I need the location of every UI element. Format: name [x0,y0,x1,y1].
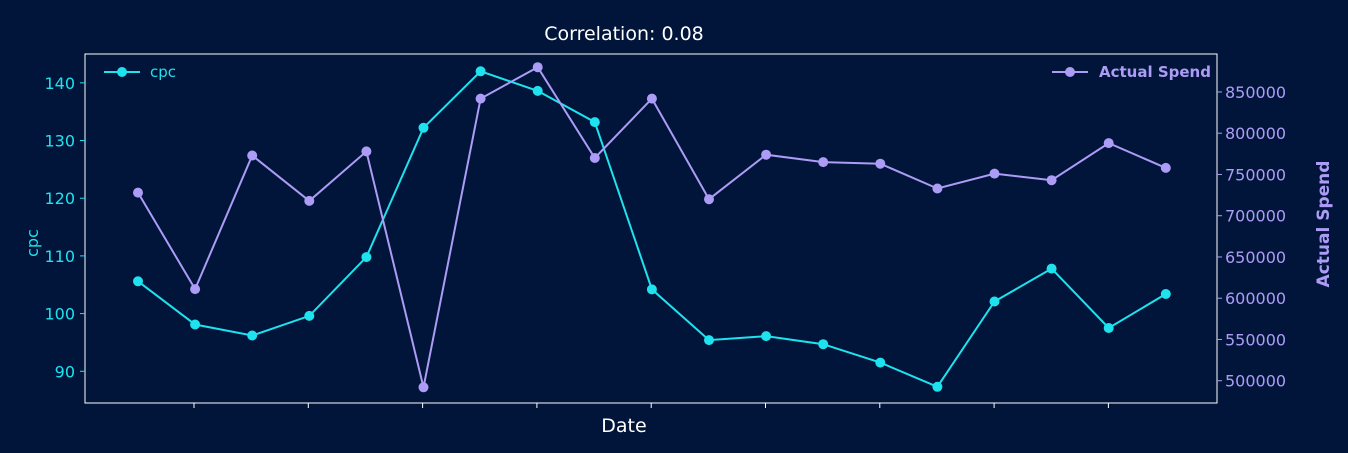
right-y-tick-label: 650000 [1225,248,1286,267]
left-y-axis-label: cpc [23,229,42,257]
left-y-tick-label: 90 [55,362,75,381]
right-y-tick-label: 550000 [1225,330,1286,349]
left-y-tick-label: 130 [44,132,75,151]
series-actual-spend-point [1103,138,1114,149]
legend-actual-spend-marker [1065,67,1075,77]
legend-cpc-marker [117,67,127,77]
right-y-tick-label: 850000 [1225,83,1286,102]
series-actual-spend-point [818,157,829,168]
left-y-tick-label: 140 [44,74,75,93]
right-y-tick-label: 500000 [1225,372,1286,391]
series-actual-spend-point [133,187,143,198]
left-y-axis: 90 100 110 120 130 140 [44,74,85,381]
series-actual-spend-point [932,183,943,194]
series-cpc-point [247,330,258,341]
series-cpc-point [875,357,886,368]
series-actual-spend-point [532,62,543,73]
series-cpc-point [989,296,1000,307]
series-cpc-line [137,70,1167,389]
series-actual-spend-point [247,150,258,161]
x-axis-ticks [193,403,1109,408]
series-actual-spend-point [704,194,714,205]
series-cpc-point [133,276,143,287]
series-actual-spend-point [361,146,372,157]
series-actual-spend-point [1160,162,1171,173]
series-actual-spend-point [875,158,886,169]
series-actual-spend-point [989,168,1000,179]
series-cpc-point [304,310,315,321]
legend-left: cpc [104,63,176,81]
series-actual-spend-point [589,153,600,163]
series-cpc-point [761,331,772,342]
legend-cpc-label: cpc [150,63,176,81]
series-layer [133,62,1171,393]
right-y-axis-label: Actual Spend [1314,161,1334,288]
series-cpc-point [932,381,943,392]
series-actual-spend-point [304,195,315,206]
series-actual-spend-point [475,93,486,104]
series-actual-spend-point [190,284,201,295]
legend-actual-spend-label: Actual Spend [1099,63,1211,81]
series-cpc-point [1103,323,1114,333]
right-y-tick-label: 750000 [1225,165,1286,184]
series-actual-spend-line [137,65,1167,388]
series-cpc-point [361,252,372,263]
left-y-tick-label: 110 [44,247,75,266]
x-axis-label: Date [601,415,646,437]
left-y-tick-label: 100 [44,305,75,324]
series-cpc-point [475,66,486,77]
series-actual-spend-point [646,93,657,104]
series-actual-spend-point [1046,175,1057,186]
series-cpc-point [646,284,657,295]
series-cpc-point [704,335,714,346]
series-cpc-point [818,339,829,350]
series-cpc-point [1160,289,1171,299]
series-cpc-point [532,85,543,96]
series-cpc-point [190,319,201,330]
series-cpc-point [418,122,429,133]
chart-title: Correlation: 0.08 [544,23,704,45]
series-actual-spend-point [418,382,429,393]
right-y-axis: 500000 550000 600000 650000 700000 750000 8000… [1217,83,1286,391]
right-y-tick-label: 800000 [1225,124,1286,143]
plot-frame [84,53,1218,404]
legend-right: Actual Spend [1052,63,1211,81]
series-cpc-point [589,117,600,128]
left-y-tick-label: 120 [44,189,75,208]
series-actual-spend-point [761,149,772,160]
right-y-tick-label: 700000 [1225,207,1286,226]
series-cpc-point [1046,263,1057,274]
right-y-tick-label: 600000 [1225,289,1286,308]
